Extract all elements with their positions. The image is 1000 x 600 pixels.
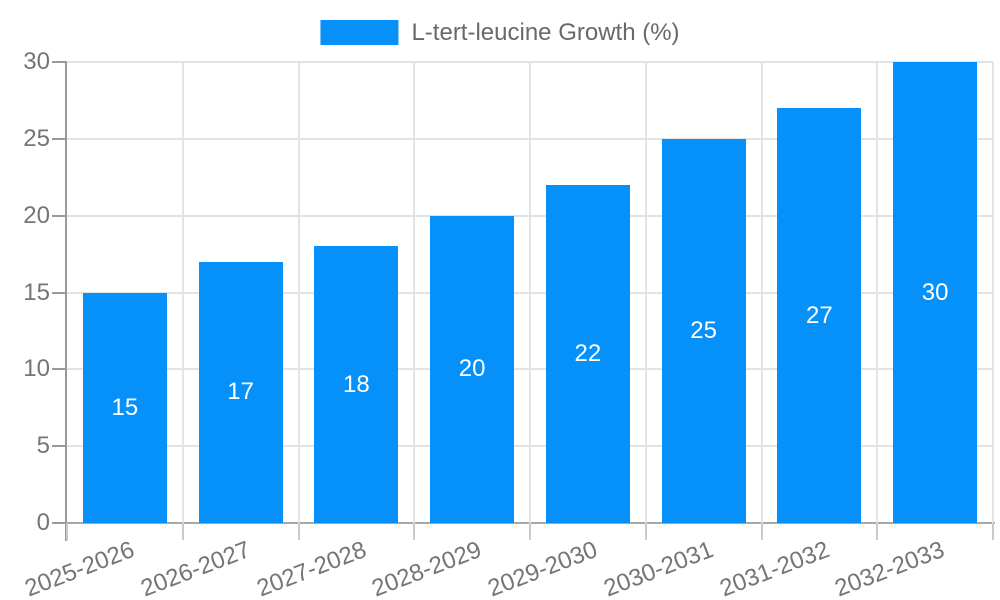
y-axis-tick (52, 522, 67, 524)
x-axis-tick (413, 523, 416, 540)
y-axis-tick-label: 5 (36, 432, 50, 460)
x-axis-tick (297, 523, 300, 540)
x-axis-tick-label: 2028-2029 (368, 536, 486, 600)
bar[interactable]: 25 (661, 138, 746, 523)
bar[interactable]: 17 (198, 261, 283, 523)
y-axis-tick (52, 137, 67, 140)
bar-value-label: 15 (111, 393, 139, 421)
x-axis-tick-label: 2030-2031 (600, 536, 717, 600)
gridline-vertical (876, 62, 879, 523)
y-axis-tick (52, 291, 67, 294)
gridline-vertical (413, 62, 416, 523)
bar[interactable]: 27 (777, 108, 862, 523)
bar-value-label: 25 (690, 316, 717, 344)
bar-value-label: 17 (227, 378, 254, 406)
x-axis-tick-label: 2025-2026 (21, 536, 139, 600)
y-axis-tick-label: 25 (23, 124, 50, 152)
bar[interactable]: 15 (82, 292, 167, 523)
x-axis-tick (992, 523, 994, 540)
y-axis-tick-label: 0 (36, 509, 50, 536)
bar[interactable]: 22 (545, 184, 630, 523)
x-axis-tick-label: 2026-2027 (137, 536, 254, 600)
bar[interactable]: 30 (893, 62, 978, 523)
x-axis-tick-label: 2032-2033 (831, 536, 949, 600)
bar-value-label: 27 (806, 301, 833, 329)
y-axis-line (65, 62, 67, 541)
gridline-vertical (529, 62, 531, 523)
bar-value-label: 22 (574, 339, 602, 367)
gridline-vertical (992, 62, 994, 523)
x-axis-tick (529, 523, 531, 540)
x-axis-tick-label: 2031-2032 (715, 536, 833, 600)
y-axis-tick (52, 61, 67, 63)
bar-value-label: 30 (921, 278, 949, 306)
y-axis-tick (52, 368, 67, 371)
gridline-vertical (644, 62, 647, 523)
bar-value-label: 18 (343, 370, 370, 398)
x-axis-tick (644, 523, 647, 540)
plot-area: 0 5 10 15 20 25 30 15 2025-2026 17 2026-2027 18 2027… (21, 48, 995, 600)
x-axis-tick (66, 523, 68, 540)
y-axis-tick-label: 20 (23, 201, 50, 229)
legend-swatch (320, 20, 399, 45)
y-axis-tick-label: 30 (23, 48, 50, 75)
legend: L-tert-leucine Growth (%) (320, 19, 680, 46)
x-axis-tick-label: 2029-2030 (484, 536, 602, 600)
x-axis-tick (760, 523, 763, 540)
y-axis-tick-label: 10 (23, 355, 50, 383)
bar[interactable]: 18 (314, 246, 399, 523)
x-axis-tick (876, 523, 879, 540)
x-axis-tick (181, 523, 184, 540)
legend-item[interactable]: L-tert-leucine Growth (%) (320, 19, 680, 46)
y-axis-tick (52, 214, 67, 217)
legend-label: L-tert-leucine Growth (%) (411, 19, 680, 46)
gridline-vertical (297, 62, 300, 523)
y-axis-tick-label: 15 (23, 278, 50, 306)
gridline-vertical (760, 62, 763, 523)
bar[interactable]: 20 (430, 215, 515, 523)
gridline-vertical (181, 62, 184, 523)
y-axis-tick (52, 445, 67, 448)
x-axis-tick-label: 2027-2028 (252, 536, 370, 600)
bar-value-label: 20 (458, 355, 486, 383)
